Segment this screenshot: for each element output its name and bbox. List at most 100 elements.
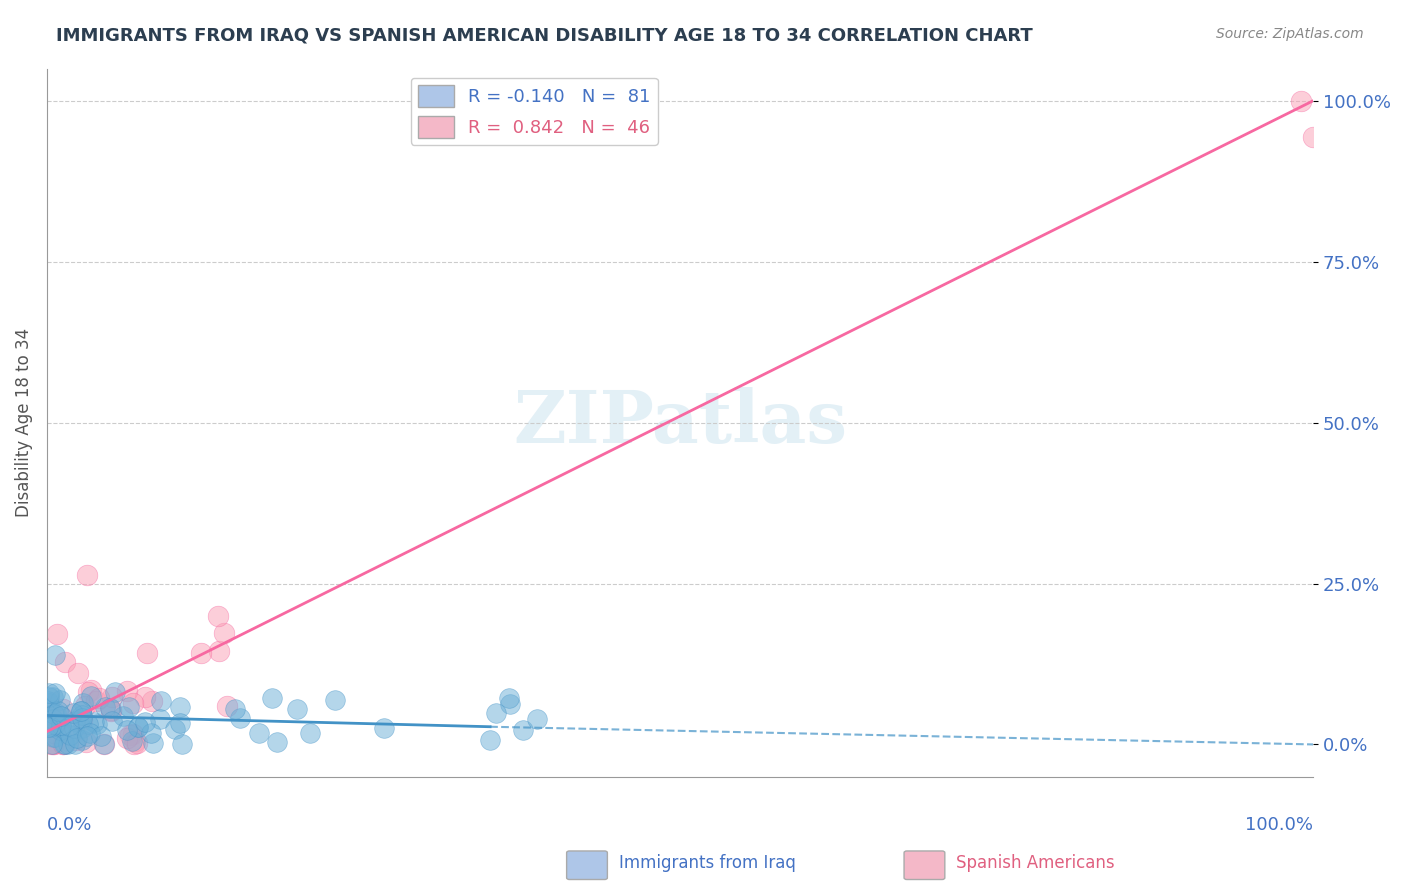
Point [41, 738, 63, 752]
Point [58, 719, 80, 733]
Point [122, 726, 145, 740]
Point [46, 721, 69, 735]
Point [478, 733, 501, 747]
Point [76, 684, 98, 698]
Point [70, 733, 93, 747]
Point [100, 702, 122, 716]
Legend: R = -0.140   N =  81, R =  0.842   N =  46: R = -0.140 N = 81, R = 0.842 N = 46 [411, 78, 658, 145]
Point [87, 691, 110, 706]
Point [122, 738, 145, 752]
Point [125, 736, 148, 750]
Point [217, 698, 239, 713]
Point [84, 694, 107, 708]
Point [72, 696, 94, 710]
Point [63, 714, 86, 729]
Point [115, 723, 138, 737]
Point [86, 717, 108, 731]
Point [172, 738, 194, 752]
Point [104, 685, 127, 699]
Point [70, 721, 93, 735]
Point [66, 665, 89, 680]
Point [93, 738, 115, 752]
Point [42, 730, 65, 744]
Point [79, 689, 101, 703]
FancyBboxPatch shape [567, 851, 607, 880]
Point [498, 697, 520, 711]
Text: IMMIGRANTS FROM IRAQ VS SPANISH AMERICAN DISABILITY AGE 18 TO 34 CORRELATION CHA: IMMIGRANTS FROM IRAQ VS SPANISH AMERICAN… [56, 27, 1033, 45]
Point [38, 697, 60, 711]
Point [39, 720, 62, 734]
Point [142, 736, 165, 750]
Point [46, 704, 69, 718]
Point [224, 702, 246, 716]
Point [247, 726, 270, 740]
Point [83, 715, 105, 730]
Point [38, 686, 60, 700]
Point [373, 721, 395, 735]
Point [62, 706, 84, 721]
Text: 0.0%: 0.0% [46, 815, 93, 833]
Point [66, 731, 89, 746]
Point [141, 693, 163, 707]
Point [39, 703, 62, 717]
Point [118, 728, 141, 742]
Point [41, 712, 63, 726]
Point [55, 655, 77, 669]
Point [76, 729, 98, 743]
Point [80, 683, 103, 698]
Point [63, 738, 86, 752]
Point [299, 726, 322, 740]
Point [207, 608, 229, 623]
Point [323, 693, 346, 707]
Point [485, 706, 508, 720]
Point [98, 701, 121, 715]
Point [37, 720, 59, 734]
Point [39, 711, 62, 725]
Point [512, 723, 534, 737]
Point [63, 722, 86, 736]
Point [70, 704, 93, 718]
Point [70, 711, 93, 725]
Point [53, 738, 76, 752]
Point [51, 710, 73, 724]
Point [134, 690, 156, 705]
Point [44, 738, 66, 752]
Point [100, 690, 122, 704]
Point [38, 690, 60, 705]
Point [49, 718, 72, 732]
Point [52, 738, 75, 752]
Point [229, 711, 252, 725]
Point [53, 738, 76, 752]
Point [212, 625, 235, 640]
Point [44, 731, 66, 745]
Point [1289, 94, 1312, 108]
Point [42, 725, 65, 739]
Point [52, 738, 75, 752]
Point [94, 699, 117, 714]
Point [100, 704, 122, 718]
Text: Spanish Americans: Spanish Americans [956, 855, 1115, 872]
Point [101, 714, 124, 728]
Point [115, 731, 138, 745]
Point [42, 690, 65, 704]
Point [42, 706, 65, 721]
Point [149, 712, 172, 726]
Point [526, 712, 548, 726]
Point [44, 716, 66, 731]
FancyBboxPatch shape [904, 851, 945, 880]
Point [79, 726, 101, 740]
Point [150, 694, 173, 708]
Point [75, 735, 97, 749]
Point [72, 713, 94, 727]
Point [41, 738, 63, 752]
Point [134, 715, 156, 730]
Point [121, 733, 143, 747]
Point [46, 627, 69, 641]
Point [49, 721, 72, 735]
Point [44, 648, 66, 662]
Point [73, 699, 96, 714]
Point [118, 699, 141, 714]
Point [77, 716, 100, 731]
Point [49, 692, 72, 706]
Point [70, 704, 93, 718]
